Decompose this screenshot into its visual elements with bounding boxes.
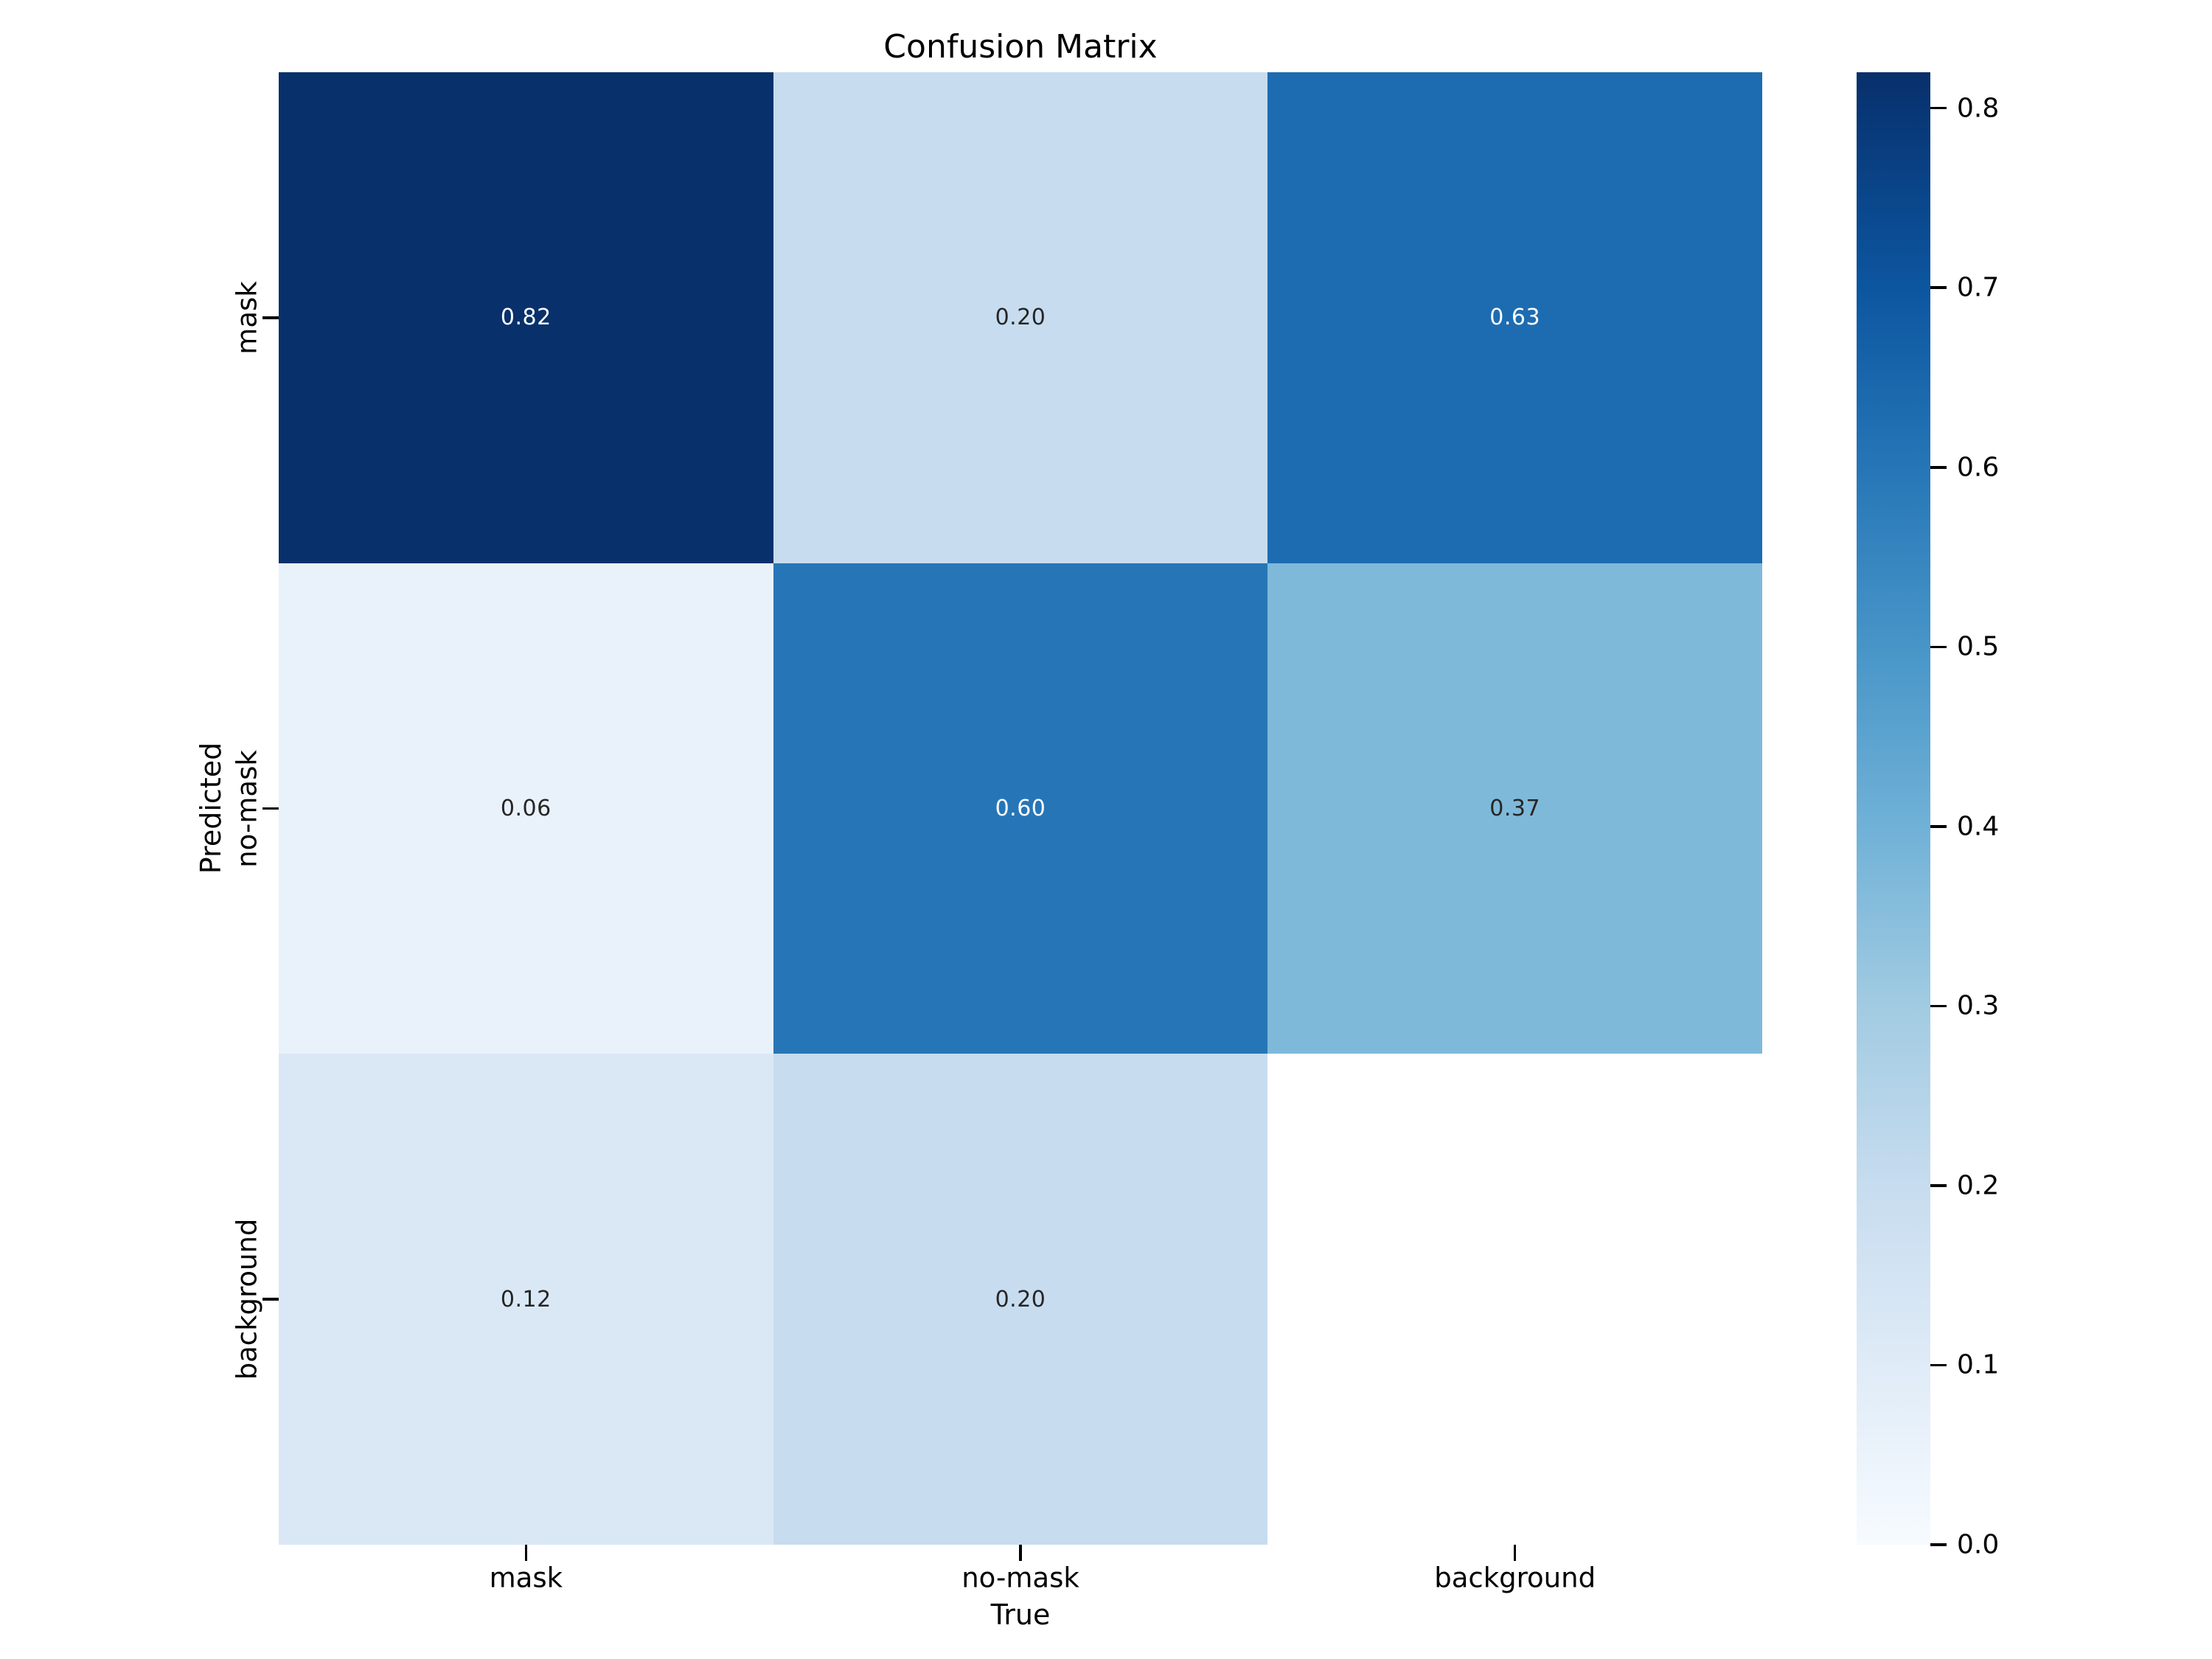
heatmap-cell-mask-background: 0.63 [1267, 72, 1762, 563]
x-tick-mark [1513, 1545, 1517, 1561]
colorbar-tick-label-0.4: 0.4 [1957, 811, 2000, 842]
cell-value: 0.20 [995, 305, 1046, 331]
colorbar-tick-label-0.7: 0.7 [1957, 272, 2000, 303]
x-axis-label: True [990, 1599, 1051, 1631]
colorbar-tick-mark [1930, 106, 1947, 110]
x-tick-label-background: background [1434, 1562, 1596, 1594]
colorbar-tick-mark [1930, 825, 1947, 828]
cell-value: 0.60 [995, 795, 1046, 821]
cell-value: 0.37 [1489, 795, 1541, 821]
y-tick-label-background: background [231, 1218, 263, 1380]
x-tick-mark [1019, 1545, 1022, 1561]
colorbar-tick-label-0.3: 0.3 [1957, 990, 2000, 1021]
heatmap-cell-mask-mask: 0.82 [279, 72, 773, 563]
colorbar-tick-label-0.0: 0.0 [1957, 1529, 2000, 1560]
cell-value: 0.82 [500, 305, 552, 331]
heatmap-cell-background-no-mask: 0.20 [773, 1054, 1268, 1545]
cell-value: 0.20 [995, 1286, 1046, 1312]
x-tick-label-mask: mask [489, 1562, 563, 1594]
y-tick-mark [262, 316, 279, 319]
colorbar-tick-mark [1930, 645, 1947, 649]
colorbar-tick-label-0.2: 0.2 [1957, 1170, 2000, 1201]
heatmap-cell-background-background [1267, 1054, 1762, 1545]
y-tick-label-no-mask: no-mask [231, 749, 263, 868]
heatmap-cell-background-mask: 0.12 [279, 1054, 773, 1545]
cell-value: 0.06 [500, 795, 552, 821]
y-tick-mark [262, 807, 279, 810]
colorbar-tick-label-0.6: 0.6 [1957, 452, 2000, 483]
cell-value: 0.63 [1489, 305, 1541, 331]
chart-title: Confusion Matrix [883, 28, 1158, 66]
colorbar-tick-label-0.5: 0.5 [1957, 631, 2000, 662]
y-tick-label-mask: mask [231, 281, 263, 355]
y-tick-mark [262, 1298, 279, 1301]
x-tick-mark [524, 1545, 528, 1561]
colorbar-tick-mark [1930, 1363, 1947, 1367]
colorbar [1857, 72, 1930, 1545]
cell-value: 0.12 [500, 1286, 552, 1312]
colorbar-tick-mark [1930, 1004, 1947, 1008]
colorbar-tick-mark [1930, 466, 1947, 469]
y-axis-label: Predicted [195, 742, 227, 874]
heatmap-grid: 0.82 0.20 0.63 0.06 0.60 0.37 0.12 0.20 [279, 72, 1762, 1545]
colorbar-tick-label-0.1: 0.1 [1957, 1349, 2000, 1380]
colorbar-tick-mark [1930, 1184, 1947, 1187]
colorbar-tick-label-0.8: 0.8 [1957, 93, 2000, 124]
heatmap-cell-mask-no-mask: 0.20 [773, 72, 1268, 563]
heatmap-cell-no-mask-mask: 0.06 [279, 563, 773, 1054]
heatmap-cell-no-mask-background: 0.37 [1267, 563, 1762, 1054]
x-tick-label-no-mask: no-mask [961, 1562, 1079, 1594]
colorbar-tick-mark [1930, 1543, 1947, 1546]
colorbar-tick-mark [1930, 286, 1947, 289]
heatmap-cell-no-mask-no-mask: 0.60 [773, 563, 1268, 1054]
